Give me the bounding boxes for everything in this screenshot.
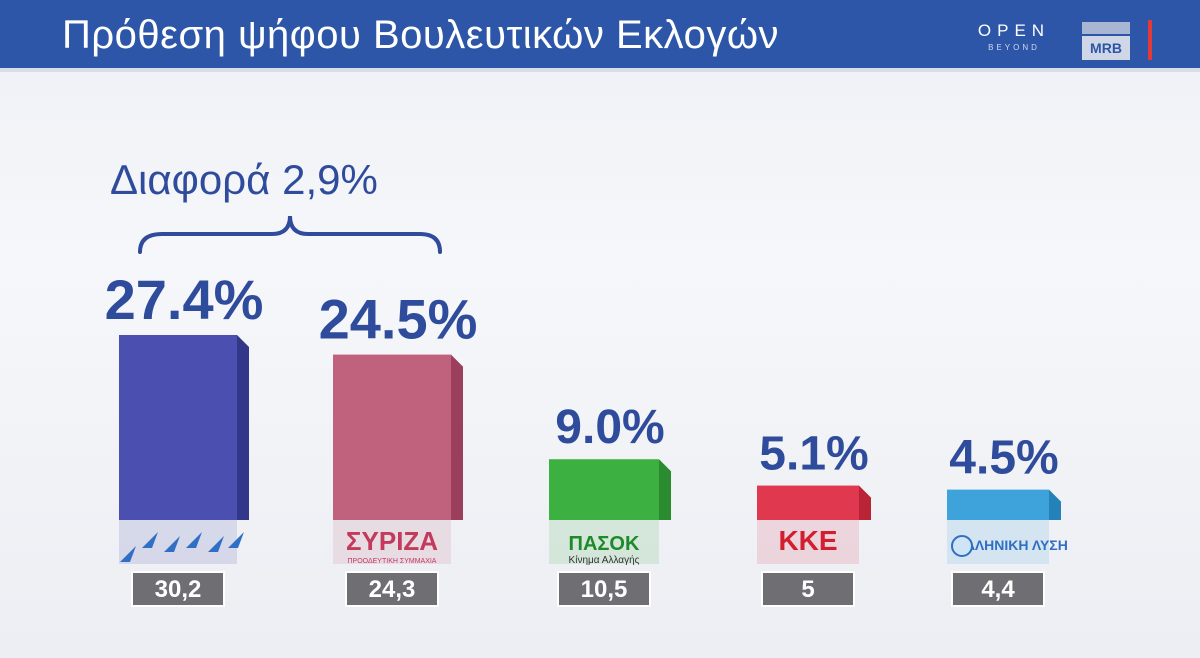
bar-reflection-1 (333, 520, 451, 564)
party-logo-text-1: ΣΥΡΙΖΑ (346, 526, 438, 556)
bar-side-2 (659, 459, 671, 520)
bar-side-4 (1049, 489, 1061, 520)
party-logo-text-2: ΠΑΣΟΚ (569, 533, 640, 555)
mrb-logo: MRB (1082, 22, 1130, 60)
elliniki-lysi-emblem-icon (951, 535, 973, 557)
bar-reflection-0 (119, 520, 237, 564)
previous-value-box-2 (557, 571, 651, 607)
value-label-1: 24.5% (319, 288, 478, 351)
bar-0 (119, 335, 237, 520)
value-label-4: 4.5% (949, 432, 1058, 485)
previous-value-box-1 (345, 571, 439, 607)
nd-logo-shape-4 (208, 536, 224, 552)
bar-reflection-2 (549, 520, 659, 564)
bar-side-0 (237, 335, 249, 520)
bar-1 (333, 354, 451, 520)
nd-logo-shape-3 (186, 532, 202, 548)
page-title: Πρόθεση ψήφου Βουλευτικών Εκλογών (62, 13, 780, 57)
value-label-3: 5.1% (759, 428, 868, 481)
open-logo-text: OPEN (977, 21, 1051, 40)
party-logo-text-4: ΕΛΛΗΝΙΚΗ ΛΥΣΗ (956, 537, 1068, 553)
difference-label: Διαφορά 2,9% (110, 156, 378, 203)
value-label-2: 9.0% (555, 401, 664, 454)
party-logo-subtext-2: Κίνημα Αλλαγής (569, 554, 640, 566)
bar-2 (549, 459, 659, 520)
previous-value-label-1: 24,3 (369, 576, 416, 603)
previous-value-box-0 (131, 571, 225, 607)
value-label-0: 27.4% (105, 268, 264, 331)
party-logo-text-3: ΚΚΕ (778, 525, 837, 556)
previous-value-box-3 (761, 571, 855, 607)
difference-brace (138, 215, 442, 254)
previous-value-label-3: 5 (801, 576, 814, 603)
previous-value-label-0: 30,2 (155, 576, 202, 603)
bar-side-1 (451, 354, 463, 520)
open-beyond-logo: OPEN BEYOND (968, 21, 1060, 61)
nd-logo (120, 532, 244, 562)
header-accent-divider (1148, 20, 1152, 60)
open-logo-subtext: BEYOND (988, 43, 1040, 52)
nd-logo-shape-5 (228, 532, 244, 548)
previous-value-label-2: 10,5 (581, 576, 628, 603)
party-logo-subtext-1: ΠΡΟΟΔΕΥΤΙΚΗ ΣΥΜΜΑΧΙΑ (348, 558, 437, 565)
previous-value-box-4 (951, 571, 1045, 607)
nd-logo-shape-0 (120, 546, 136, 562)
nd-logo-shape-2 (164, 536, 180, 552)
nd-logo-shape-1 (142, 532, 158, 548)
previous-value-label-4: 4,4 (981, 576, 1015, 603)
bar-side-3 (859, 485, 871, 520)
bar-3 (757, 485, 859, 520)
bar-reflection-3 (757, 520, 859, 564)
header-bar: Πρόθεση ψήφου Βουλευτικών Εκλογών OPEN B… (0, 0, 1200, 72)
bar-4 (947, 489, 1049, 520)
